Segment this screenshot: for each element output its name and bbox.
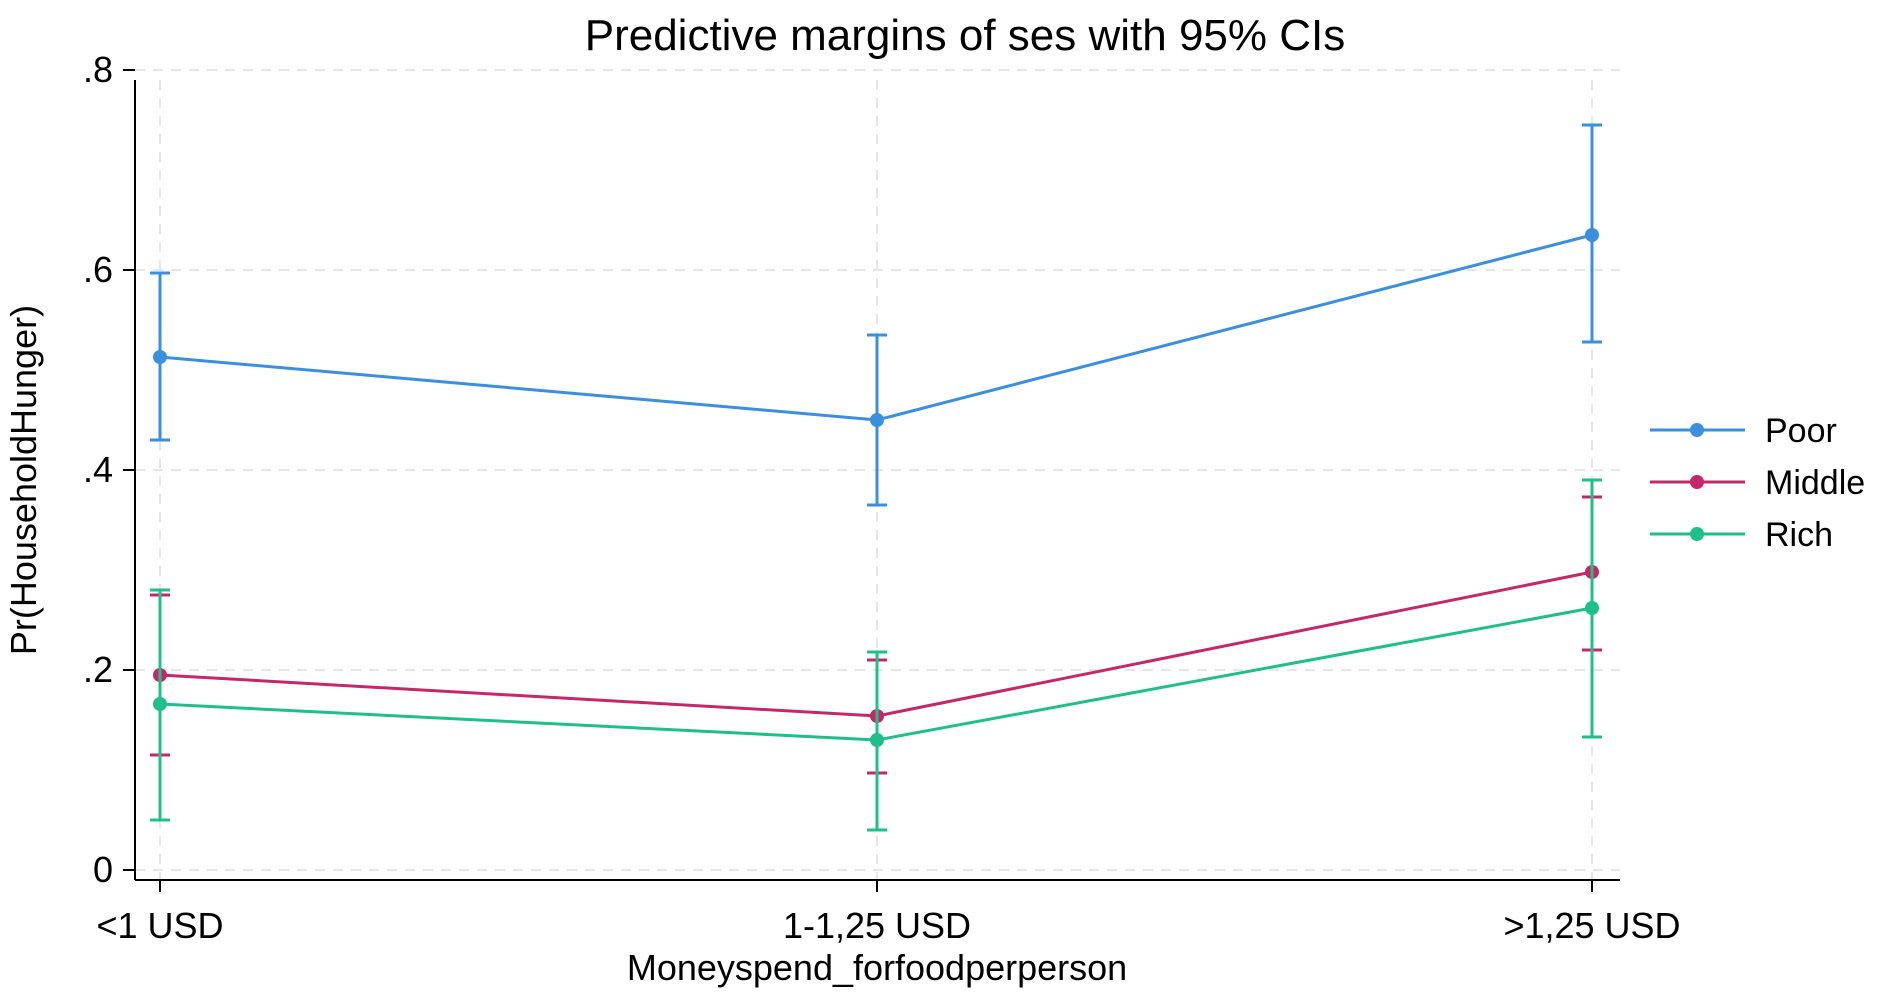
data-point-poor [870,413,884,427]
data-point-rich [870,733,884,747]
y-tick-label: .2 [83,649,113,690]
legend-marker-rich [1690,527,1704,541]
y-tick-label: .4 [83,449,113,490]
data-point-rich [153,697,167,711]
data-point-rich [1585,601,1599,615]
y-tick-label: .8 [83,49,113,90]
x-axis-ticks: <1 USD 1-1,25 USD >1,25 USD [96,880,1681,946]
data-point-poor [153,350,167,364]
legend-marker-poor [1690,423,1704,437]
x-tick-label: 1-1,25 USD [783,905,971,946]
x-tick-label: >1,25 USD [1503,905,1680,946]
legend-label-rich: Rich [1765,516,1833,554]
series-layer [150,123,1602,832]
legend: Poor Middle Rich [1650,412,1865,554]
legend-label-middle: Middle [1765,464,1865,502]
x-tick-label: <1 USD [96,905,223,946]
legend-marker-middle [1690,475,1704,489]
y-tick-label: .6 [83,249,113,290]
y-axis-label: Pr(HouseholdHunger) [3,305,44,655]
x-axis-label: Moneyspend_forfoodperperson [627,947,1127,988]
chart-title: Predictive margins of ses with 95% CIs [585,11,1346,60]
y-axis-ticks: 0 .2 .4 .6 .8 [83,49,135,890]
y-tick-label: 0 [93,849,113,890]
series-poor [150,123,1602,507]
data-point-poor [1585,228,1599,242]
legend-label-poor: Poor [1765,412,1837,450]
series-rich [150,478,1602,832]
